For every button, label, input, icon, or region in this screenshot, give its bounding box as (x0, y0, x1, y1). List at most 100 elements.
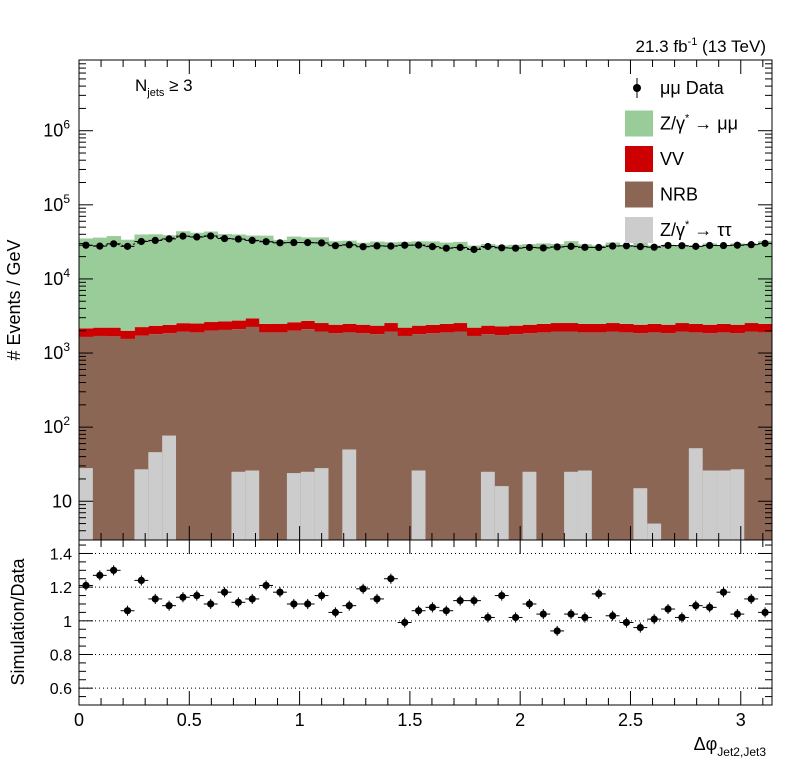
ztautau-bar (480, 471, 495, 540)
nrb-bar (591, 332, 607, 540)
zmumu-bar (536, 243, 551, 324)
x-tick-label: 2.5 (618, 710, 643, 730)
vv-bar (591, 323, 607, 333)
vv-bar (92, 327, 108, 336)
ztautau-bar (688, 448, 703, 540)
vv-bar (674, 323, 690, 332)
vv-bar (314, 323, 329, 332)
ztautau-bar (522, 471, 537, 540)
ratio-point (581, 613, 589, 622)
zmumu-bar (245, 235, 260, 319)
ratio-point (428, 603, 437, 611)
vv-bar (494, 326, 510, 336)
data-point (220, 234, 229, 243)
nrb-bar (661, 333, 676, 540)
data-point (401, 241, 409, 249)
data-point (609, 242, 617, 250)
nrb-bar (674, 331, 690, 540)
zmumu-bar (619, 245, 634, 324)
ratio-point (484, 613, 492, 622)
vv-bar (605, 323, 621, 332)
data-point (692, 242, 700, 250)
nrb-bar (744, 331, 759, 540)
data-point (553, 243, 561, 251)
njets-annotation: Njets ≥ 3 (135, 76, 193, 99)
ratio-point (636, 623, 644, 632)
y-tick-label: 105 (43, 192, 70, 215)
vv-bar (203, 322, 219, 331)
data-point (151, 236, 159, 245)
ztautau-bar (647, 523, 662, 540)
zmumu-bar (467, 245, 482, 328)
zmumu-bar (106, 236, 122, 328)
ratio-y-tick-label: 1 (63, 614, 72, 631)
stacked-histogram (79, 231, 773, 540)
x-tick-label: 3 (736, 710, 746, 730)
ratio-point (165, 602, 173, 610)
ztautau-bar (231, 471, 246, 540)
ratio-point (359, 585, 367, 593)
main-y-axis: 10 102 103 104 105 106 (43, 59, 772, 541)
ratio-point (733, 610, 741, 618)
y-tick-label: 104 (43, 266, 70, 289)
vv-bar (744, 323, 759, 332)
ratio-point (719, 588, 728, 596)
data-point (414, 241, 423, 249)
ratio-point (179, 593, 187, 601)
legend-swatch-nrb (625, 181, 653, 208)
x-tick-label: 1 (295, 710, 305, 730)
vv-bar (508, 325, 524, 335)
vv-bar (189, 323, 205, 333)
data-point (511, 244, 520, 252)
ratio-point (622, 618, 631, 627)
vv-bar (162, 325, 177, 334)
vv-bar (217, 321, 232, 330)
ratio-point (525, 600, 534, 608)
y-tick-label: 102 (43, 414, 70, 437)
ratio-point (248, 595, 256, 603)
ratio-point (96, 571, 104, 579)
ratio-points (79, 565, 772, 636)
ztautau-bar (314, 468, 329, 540)
ratio-point (747, 595, 755, 603)
ratio-point (123, 607, 132, 615)
data-point (110, 240, 118, 248)
x-tick-label: 2 (515, 710, 525, 730)
data-point (262, 238, 270, 246)
data-point (650, 243, 658, 251)
ratio-x-axis: 0 0.5 1 1.5 2 2.5 3 (74, 540, 764, 730)
zmumu-bar (716, 245, 731, 324)
zmumu-bar (300, 237, 316, 321)
vv-bar (106, 327, 122, 337)
zmumu-bar (162, 235, 177, 325)
vv-bar (453, 323, 468, 332)
data-point (678, 242, 686, 250)
ztautau-bar (702, 470, 717, 540)
zmumu-bar (633, 242, 648, 325)
zmumu-bar (314, 237, 329, 324)
ratio-point (262, 581, 270, 590)
vv-bar (356, 324, 371, 334)
luminosity-label: 21.3 fb-1 (13 TeV) (636, 36, 766, 56)
ratio-point (650, 615, 658, 623)
ratio-point (567, 610, 575, 618)
ratio-point (692, 602, 700, 610)
vv-bar (411, 325, 426, 335)
nrb-bar (273, 332, 288, 540)
ztautau-bar (148, 452, 163, 540)
data-point (304, 239, 312, 247)
zmumu-bar (564, 241, 579, 324)
zmumu-bar (356, 242, 371, 325)
zmumu-bar (425, 241, 440, 325)
data-point (747, 241, 755, 249)
nrb-bar (176, 331, 191, 540)
nrb-bar (605, 331, 621, 540)
zmumu-bar (494, 245, 510, 327)
vv-bar (730, 324, 745, 334)
zmumu-bar (508, 244, 524, 326)
zmumu-bar (411, 241, 426, 326)
zmumu-bar (328, 241, 343, 325)
ratio-point (193, 591, 201, 600)
data-point (193, 233, 201, 241)
zmumu-bar (480, 243, 496, 326)
